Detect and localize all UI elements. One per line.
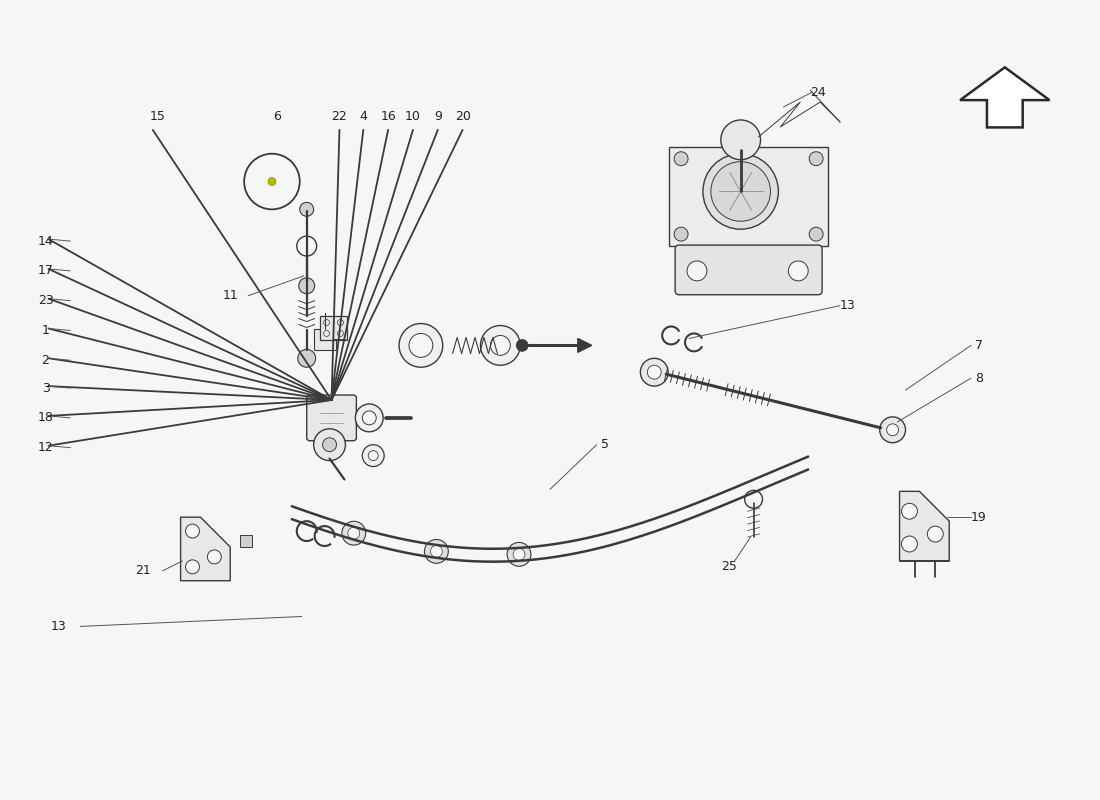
Circle shape (674, 152, 688, 166)
Circle shape (720, 120, 760, 160)
Circle shape (902, 503, 917, 519)
Text: 24: 24 (811, 86, 826, 98)
Circle shape (342, 522, 365, 545)
FancyBboxPatch shape (320, 315, 348, 341)
Circle shape (186, 560, 199, 574)
Circle shape (647, 366, 661, 379)
Text: 7: 7 (975, 339, 983, 352)
Text: 13: 13 (840, 299, 856, 312)
Text: 22: 22 (331, 110, 348, 123)
Circle shape (362, 445, 384, 466)
Text: 25: 25 (720, 560, 737, 574)
Circle shape (880, 417, 905, 442)
Circle shape (299, 278, 315, 294)
Circle shape (674, 227, 688, 241)
Circle shape (481, 326, 520, 366)
Circle shape (513, 549, 525, 560)
Circle shape (425, 539, 449, 563)
Polygon shape (578, 338, 592, 352)
Circle shape (789, 261, 808, 281)
Text: 20: 20 (454, 110, 471, 123)
Text: 15: 15 (150, 110, 166, 123)
Circle shape (711, 162, 770, 222)
FancyBboxPatch shape (307, 395, 356, 441)
Circle shape (409, 334, 432, 358)
Polygon shape (900, 491, 949, 561)
Text: 2: 2 (42, 354, 50, 366)
Polygon shape (180, 517, 230, 581)
Circle shape (810, 152, 823, 166)
Text: 6: 6 (273, 110, 280, 123)
Circle shape (355, 404, 383, 432)
Circle shape (516, 339, 528, 351)
Text: 1: 1 (42, 324, 50, 337)
Text: 23: 23 (37, 294, 54, 307)
Text: 4: 4 (360, 110, 367, 123)
Text: 19: 19 (971, 510, 987, 524)
Circle shape (703, 154, 779, 229)
Circle shape (299, 202, 314, 216)
Text: 8: 8 (975, 372, 983, 385)
Circle shape (268, 178, 276, 186)
Text: 5: 5 (601, 438, 608, 451)
Circle shape (298, 350, 316, 367)
Polygon shape (960, 67, 1049, 127)
Text: 18: 18 (37, 411, 54, 424)
FancyBboxPatch shape (675, 245, 822, 294)
Circle shape (810, 227, 823, 241)
Circle shape (348, 527, 360, 539)
Text: 13: 13 (51, 620, 66, 633)
Text: 16: 16 (381, 110, 396, 123)
Text: 3: 3 (42, 382, 50, 394)
Circle shape (902, 536, 917, 552)
Circle shape (640, 358, 668, 386)
FancyBboxPatch shape (314, 329, 336, 350)
Circle shape (186, 524, 199, 538)
Circle shape (491, 335, 510, 355)
Circle shape (688, 261, 707, 281)
Text: 9: 9 (433, 110, 442, 123)
Circle shape (430, 546, 442, 558)
Circle shape (507, 542, 531, 566)
Circle shape (314, 429, 345, 461)
Text: 14: 14 (37, 234, 54, 248)
Text: 21: 21 (135, 564, 151, 578)
Circle shape (368, 450, 378, 461)
FancyBboxPatch shape (240, 535, 252, 547)
Text: 10: 10 (405, 110, 421, 123)
Circle shape (208, 550, 221, 564)
Circle shape (927, 526, 944, 542)
Text: 11: 11 (222, 290, 238, 302)
Circle shape (887, 424, 899, 436)
Polygon shape (669, 146, 828, 246)
Text: 17: 17 (37, 265, 54, 278)
Circle shape (322, 438, 337, 452)
Circle shape (362, 411, 376, 425)
Text: 12: 12 (37, 441, 54, 454)
Circle shape (399, 323, 442, 367)
